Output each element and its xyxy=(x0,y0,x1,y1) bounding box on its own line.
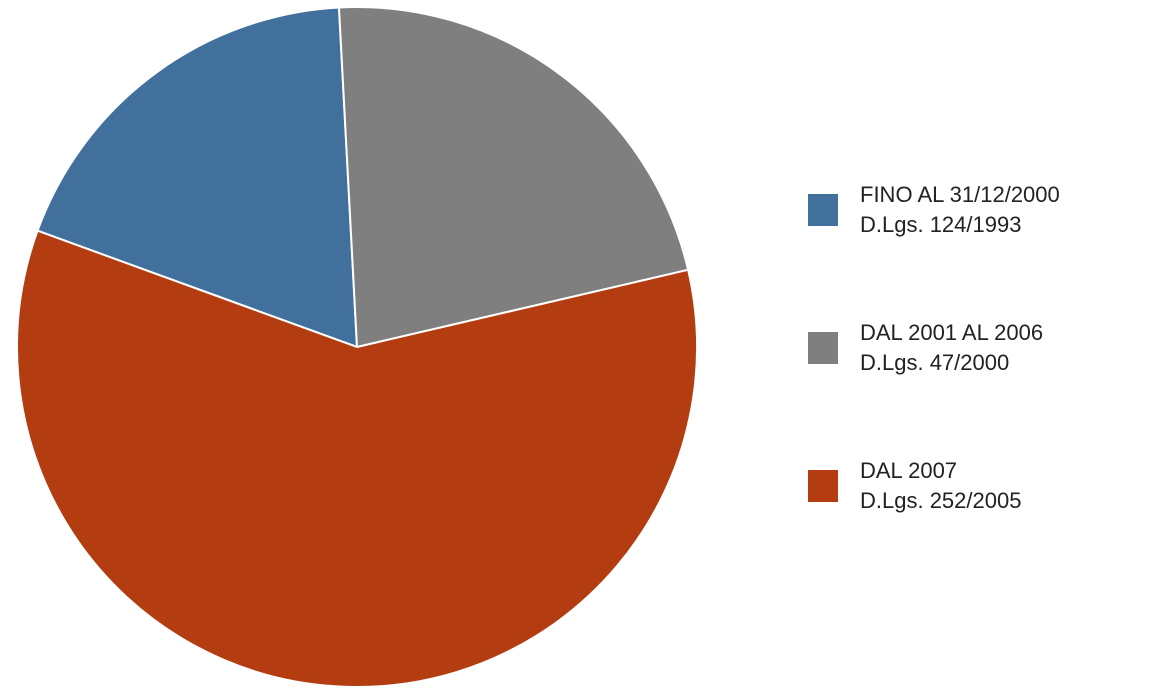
pie-slice xyxy=(337,6,690,349)
legend-item: FINO AL 31/12/2000 D.Lgs. 124/1993 xyxy=(808,175,1060,245)
pie-slice xyxy=(16,229,698,688)
pie-slice xyxy=(36,6,359,349)
legend: FINO AL 31/12/2000 D.Lgs. 124/1993 DAL 20… xyxy=(808,175,1060,589)
legend-label: DAL 2001 AL 2006 D.Lgs. 47/2000 xyxy=(860,320,1044,375)
legend-item: DAL 2001 AL 2006 D.Lgs. 47/2000 xyxy=(808,313,1060,383)
legend-swatch xyxy=(808,470,838,502)
legend-swatch xyxy=(808,332,838,364)
legend-label: DAL 2007 D.Lgs. 252/2005 xyxy=(860,458,1022,513)
legend-swatch xyxy=(808,194,838,226)
pie-area xyxy=(16,6,698,688)
legend-label: FINO AL 31/12/2000 D.Lgs. 124/1993 xyxy=(860,182,1060,237)
legend-item: DAL 2007 D.Lgs. 252/2005 xyxy=(808,451,1060,521)
